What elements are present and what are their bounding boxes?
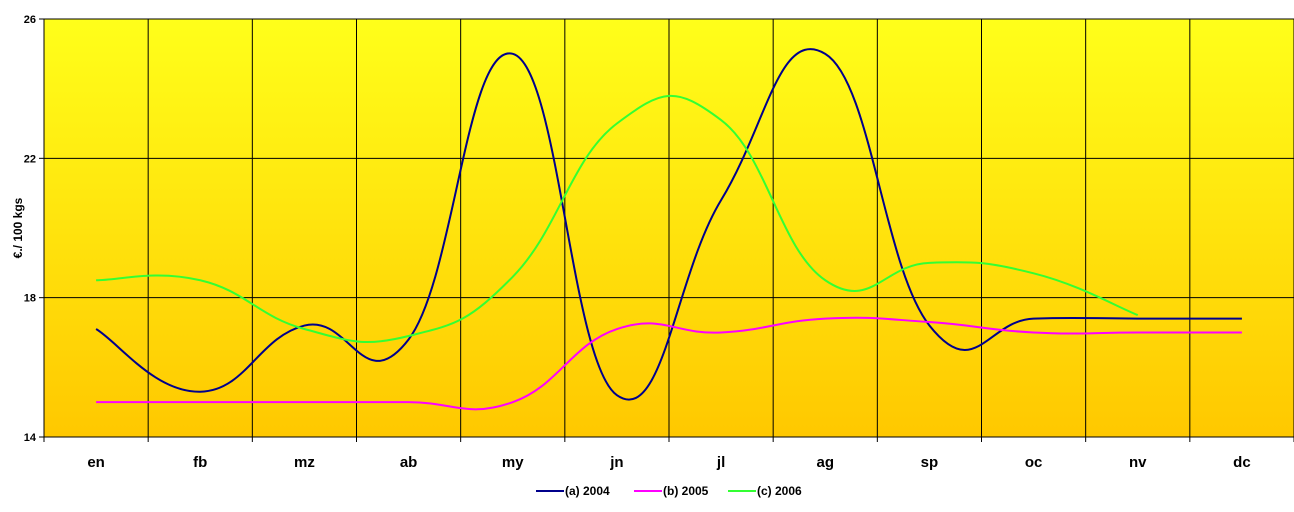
x-axis: en fb mz ab my jn jl ag sp oc nv dc [43, 437, 1294, 471]
series-lines [95, 48, 1242, 411]
legend-label: (c) 2006 [757, 484, 802, 498]
series-line-2 [96, 316, 1242, 411]
y-tick-label: 14 [24, 432, 37, 444]
legend: (a) 2004 (b) 2005 (c) 2006 [536, 484, 802, 498]
x-tick-label: nv [1129, 454, 1147, 471]
y-tick-label: 18 [24, 293, 36, 305]
x-tick-label: en [87, 454, 105, 471]
legend-label: (b) 2005 [663, 484, 709, 498]
y-axis: 14 18 22 26 [24, 14, 44, 444]
x-tick-label: ab [400, 454, 418, 471]
x-tick-label: dc [1233, 454, 1251, 471]
x-tick-label: oc [1025, 454, 1043, 471]
x-tick-label: jl [716, 454, 725, 471]
x-tick-label: sp [921, 454, 939, 471]
gridlines [44, 18, 1294, 438]
y-axis-title: €./ 100 kgs [11, 197, 25, 258]
x-tick-label: mz [294, 454, 315, 471]
legend-label: (a) 2004 [565, 484, 610, 498]
series-line-3 [96, 94, 1139, 344]
x-tick-label: jn [609, 454, 623, 471]
y-tick-label: 22 [24, 153, 36, 165]
x-tick-label: ag [816, 454, 834, 471]
x-tick-label: my [502, 454, 524, 471]
series-line-1 [95, 48, 1242, 401]
y-tick-label: 26 [24, 14, 36, 26]
x-tick-label: fb [193, 454, 207, 471]
